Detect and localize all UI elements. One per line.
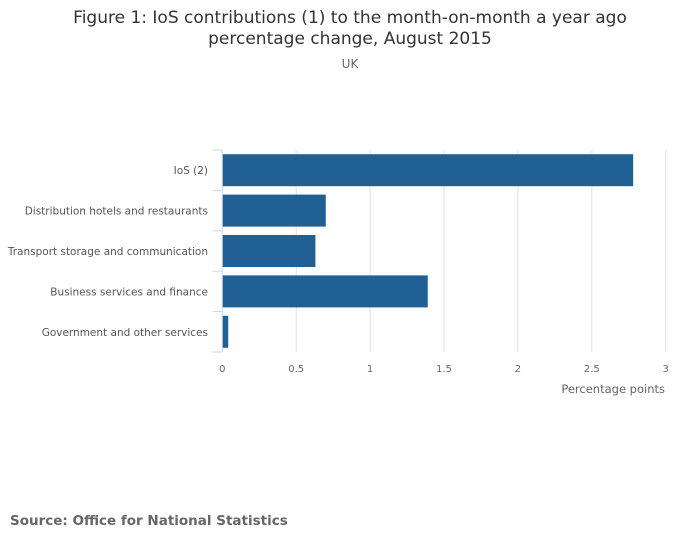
x-tick-label: 3	[663, 364, 669, 375]
bar	[222, 194, 326, 227]
x-tick-label: 2.5	[584, 364, 600, 375]
bar	[222, 235, 316, 267]
bar	[222, 154, 634, 187]
chart-title-line-1: Figure 1: IoS contributions (1) to the m…	[73, 8, 627, 28]
x-axis-label: Percentage points	[561, 382, 665, 396]
x-tick-label: 0.5	[288, 364, 304, 375]
bar	[222, 315, 229, 348]
chart-title-line-2: percentage change, August 2015	[208, 29, 492, 49]
category-label: IoS (2)	[174, 165, 208, 177]
chart-title: Figure 1: IoS contributions (1) to the m…	[0, 8, 700, 50]
category-label: Distribution hotels and restaurants	[25, 206, 208, 218]
x-tick-label: 2	[515, 364, 521, 375]
x-tick-label: 1	[367, 364, 373, 375]
category-label: Government and other services	[42, 327, 208, 339]
x-tick-label: 1.5	[436, 364, 452, 375]
bar	[222, 275, 428, 308]
category-label: Business services and finance	[50, 286, 208, 298]
chart-subtitle: UK	[341, 57, 359, 71]
category-label: Transport storage and communication	[7, 246, 208, 258]
source-note: Source: Office for National Statistics	[10, 513, 288, 529]
x-tick-label: 0	[219, 364, 225, 375]
